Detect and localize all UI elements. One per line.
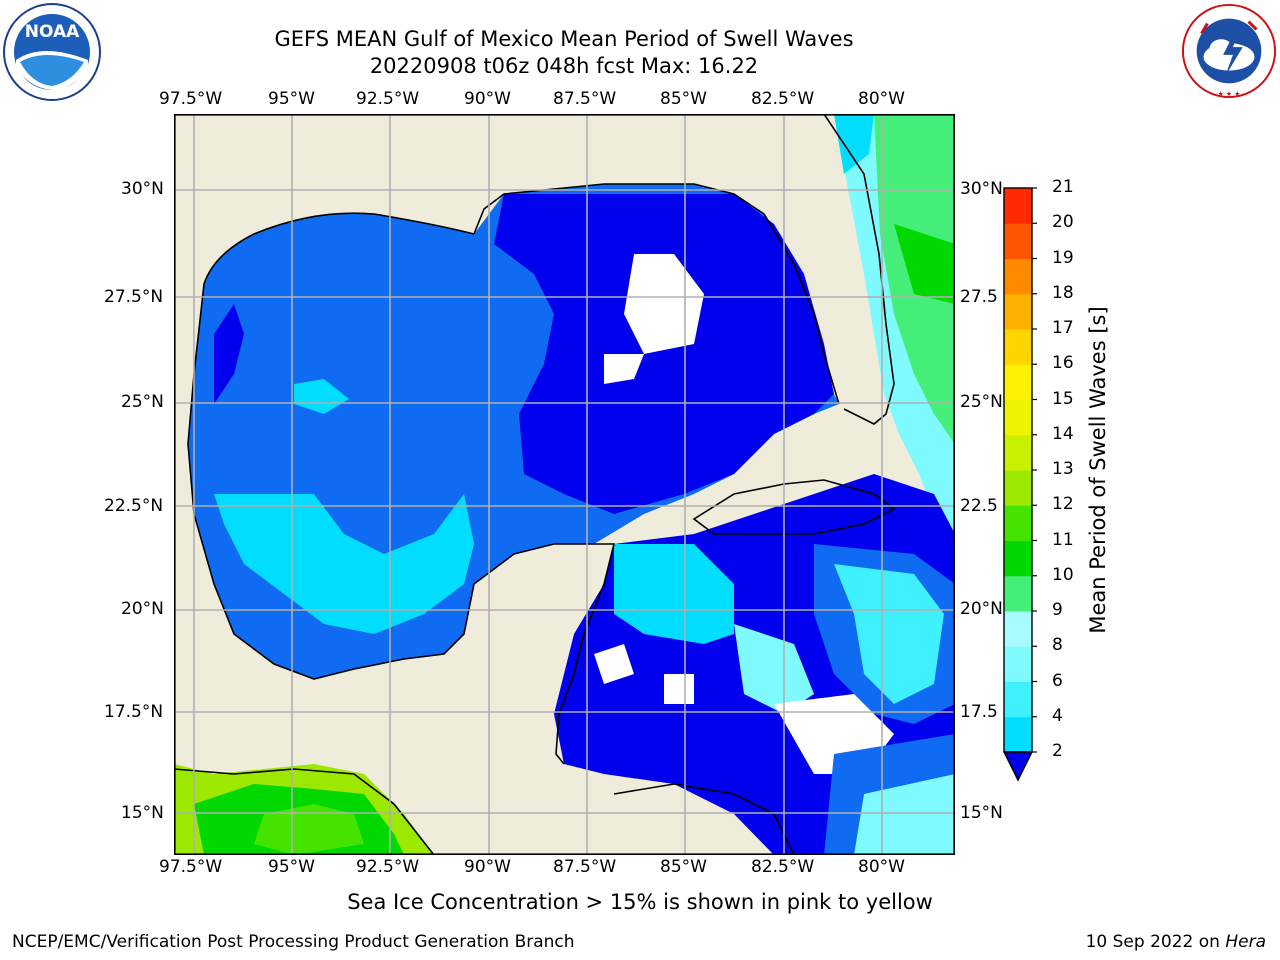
lon-label-top: 85°W (660, 89, 707, 109)
colorbar-tick-label: 21 (1052, 177, 1074, 197)
colorbar-tick-label: 2 (1052, 741, 1063, 761)
sea-ice-note: Sea Ice Concentration > 15% is shown in … (347, 890, 933, 914)
lat-label-right: 15°N (960, 803, 1003, 823)
lon-label-bottom: 97.5°W (159, 857, 223, 877)
colorbar-segment (1004, 223, 1032, 259)
yucatan-coastline (555, 543, 616, 765)
lat-label-right: 22.5 (960, 496, 998, 516)
footer-credit: NCEP/EMC/Verification Post Processing Pr… (12, 932, 575, 952)
colorbar-tick-label: 10 (1052, 564, 1074, 585)
svg-text:★ ★ ★: ★ ★ ★ (1218, 90, 1241, 98)
colorbar-tick-label: 4 (1052, 705, 1063, 726)
footer-date: 10 Sep 2022 on Hera (1086, 932, 1266, 952)
lat-label-right: 25°N (960, 392, 1003, 412)
lon-label-top: 80°W (858, 89, 905, 109)
lat-label-right: 20°N (960, 599, 1003, 619)
lat-label-left: 22.5°N (104, 496, 164, 516)
colorbar-segment (1004, 716, 1032, 753)
colorbar-segment (1004, 258, 1032, 295)
lon-label-bottom: 82.5°W (751, 857, 815, 877)
colorbar-segment (1004, 399, 1032, 436)
colorbar-segment (1004, 329, 1032, 365)
colorbar-tick-label: 20 (1052, 212, 1074, 233)
colorbar-segment (1004, 188, 1032, 224)
colorbar-tick-label: 14 (1052, 423, 1074, 444)
lon-label-bottom: 92.5°W (356, 857, 420, 877)
lat-label-left: 30°N (121, 179, 164, 199)
noaa-logo-text: NOAA (25, 22, 80, 42)
lon-label-bottom: 87.5°W (553, 857, 617, 877)
lon-label-top: 92.5°W (356, 89, 420, 109)
noaa-logo: NOAA (3, 3, 101, 101)
lat-label-left: 27.5°N (104, 287, 164, 307)
lon-label-top: 90°W (464, 89, 511, 109)
colorbar-segment (1004, 611, 1032, 647)
lat-label-left: 17.5°N (104, 702, 164, 722)
colorbar-tick-label: 15 (1052, 388, 1074, 409)
lat-label-right: 27.5 (960, 287, 998, 307)
colorbar-tick-label: 17 (1052, 318, 1074, 338)
lon-label-bottom: 90°W (464, 857, 511, 877)
lat-label-left: 15°N (121, 803, 164, 823)
colorbar-tick-label: 6 (1052, 670, 1063, 691)
colorbar-segment (1004, 434, 1032, 471)
colorbar-tick-label: 11 (1052, 529, 1074, 550)
colorbar-tick-label: 9 (1052, 600, 1063, 620)
chart-subtitle: 20220908 t06z 048h fcst Max: 16.22 (369, 54, 759, 78)
chart-title: GEFS MEAN Gulf of Mexico Mean Period of … (274, 27, 854, 51)
colorbar-tick-label: 18 (1052, 282, 1074, 303)
lat-label-left: 20°N (121, 599, 164, 619)
colorbar (1002, 187, 1037, 782)
colorbar-segment (1004, 681, 1032, 718)
nws-logo: ★ ★ ★ (1181, 3, 1277, 98)
colorbar-segment (1004, 540, 1032, 577)
lon-label-bottom: 95°W (268, 857, 315, 877)
colorbar-segment (1004, 364, 1032, 400)
colorbar-tick-label: 19 (1052, 247, 1074, 268)
colorbar-segment (1004, 505, 1032, 541)
us-gulf-coastline (187, 212, 594, 680)
colorbar-tick-label: 16 (1052, 353, 1074, 374)
footer-machine: Hera (1225, 932, 1266, 952)
lon-label-top: 95°W (268, 89, 315, 109)
colorbar-segment (1004, 575, 1032, 612)
colorbar-segment (1004, 646, 1032, 682)
colorbar-tick-label: 12 (1052, 494, 1074, 515)
colorbar-under-arrow (1002, 751, 1034, 782)
colorbar-title: Mean Period of Swell Waves [s] (1086, 306, 1110, 634)
lon-label-bottom: 80°W (858, 857, 905, 877)
lon-label-top: 82.5°W (751, 89, 815, 109)
colorbar-tick-label: 8 (1052, 635, 1063, 656)
lat-label-left: 25°N (121, 392, 164, 412)
lat-label-right: 30°N (960, 179, 1003, 199)
florida-coastline (823, 114, 895, 425)
colorbar-segment (1004, 293, 1032, 330)
lon-label-top: 97.5°W (159, 89, 223, 109)
lat-label-right: 17.5 (960, 702, 998, 722)
gridlines (174, 114, 955, 855)
map-frame (174, 114, 955, 855)
colorbar-segment (1004, 470, 1032, 506)
cuba-coastline (692, 479, 896, 535)
map-panel (174, 114, 955, 855)
colorbar-tick-label: 13 (1052, 459, 1074, 479)
lon-label-top: 87.5°W (553, 89, 617, 109)
lon-label-bottom: 85°W (660, 857, 707, 877)
footer-date-text: 10 Sep 2022 on (1085, 932, 1226, 952)
